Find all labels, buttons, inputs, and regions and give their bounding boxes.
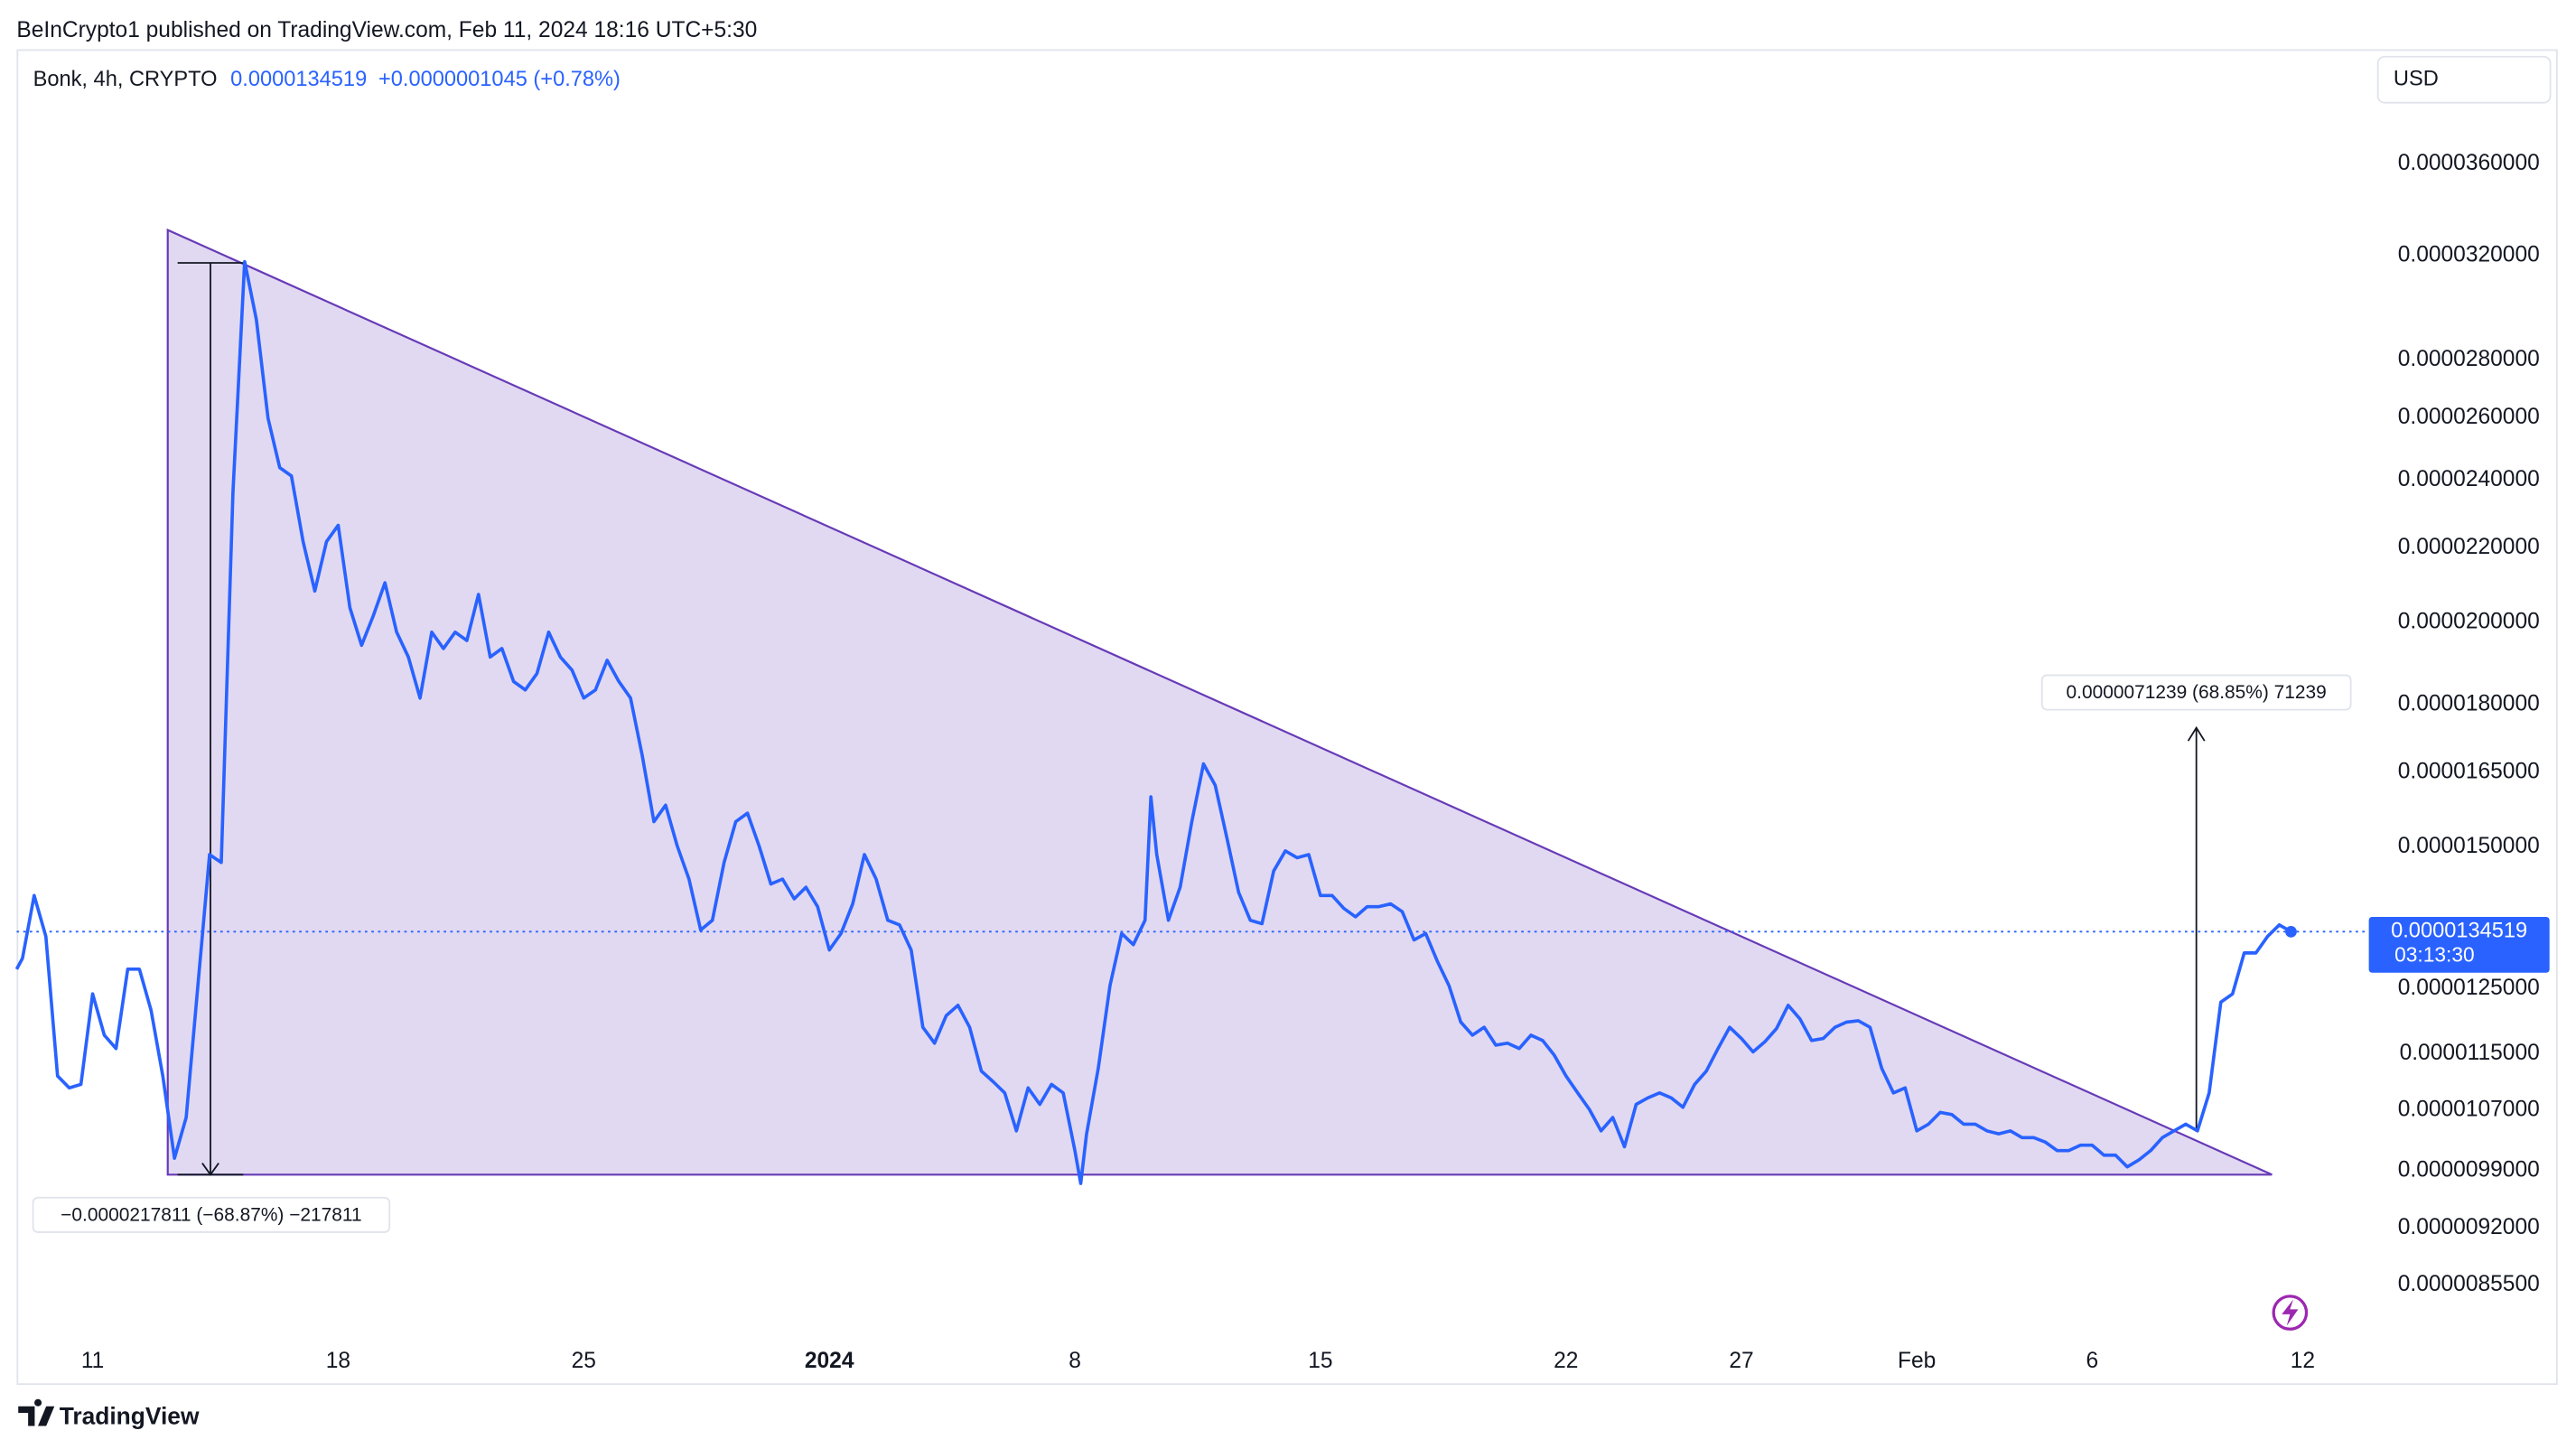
- y-tick-label: 0.0000200000: [2398, 609, 2540, 633]
- x-tick-label: Feb: [1898, 1349, 1936, 1373]
- published-by: BeInCrypto1 published on TradingView.com…: [16, 18, 757, 42]
- y-tick-label: 0.0000085500: [2398, 1272, 2540, 1296]
- x-tick-label: 27: [1729, 1349, 1753, 1373]
- y-tick-label: 0.0000115000: [2400, 1041, 2540, 1065]
- y-tick-label: 0.0000092000: [2398, 1215, 2540, 1239]
- x-tick-label: 2024: [805, 1349, 854, 1373]
- countdown-label: 03:13:30: [2394, 943, 2474, 967]
- brand-logo: [18, 1398, 55, 1426]
- y-tick-label: 0.0000320000: [2398, 243, 2540, 267]
- annotation-box: [2040, 674, 2352, 711]
- annotations: −0.0000217811 (−68.87%) −217811 0.000007…: [32, 674, 2352, 1233]
- icon-circle: [2272, 1295, 2309, 1331]
- y-tick-label: 0.0000099000: [2398, 1158, 2540, 1183]
- y-tick-label: 0.0000125000: [2398, 976, 2540, 1000]
- price-line: [14, 259, 2292, 1185]
- annotation-box: [32, 1196, 391, 1233]
- currency: USD: [2394, 67, 2439, 90]
- x-tick-label: 18: [326, 1349, 350, 1373]
- footer: TradingView: [18, 1398, 200, 1429]
- x-tick-label: 22: [1554, 1349, 1578, 1373]
- currency-button[interactable]: [2376, 55, 2552, 104]
- y-tick-label: 0.0000360000: [2398, 151, 2540, 175]
- last-price: 0.0000134519: [230, 68, 367, 91]
- y-tick-label: 0.0000180000: [2398, 691, 2540, 715]
- y-tick-label: 0.0000260000: [2398, 405, 2540, 429]
- symbol: Bonk, 4h, CRYPTO: [33, 68, 218, 91]
- chart-frame: [16, 49, 2558, 1386]
- brand: TradingView: [60, 1402, 200, 1429]
- y-tick-label: 0.0000240000: [2398, 467, 2540, 491]
- x-tick-label: 25: [572, 1349, 596, 1373]
- x-tick-label: 11: [81, 1349, 104, 1373]
- plot-area: [14, 228, 2292, 1185]
- y-tick-label: 0.0000165000: [2398, 759, 2540, 783]
- x-tick-label: 12: [2291, 1349, 2315, 1373]
- x-tick-label: 6: [2086, 1349, 2099, 1373]
- last-price-dot: [2285, 925, 2297, 938]
- x-tick-label: 15: [1308, 1349, 1332, 1373]
- x-tick-label: 8: [1069, 1349, 1081, 1373]
- annotation-text: −0.0000217811 (−68.87%) −217811: [61, 1204, 361, 1225]
- last-price-badge: [2368, 916, 2550, 973]
- y-tick-label: 0.0000220000: [2398, 535, 2540, 559]
- annotation-text: 0.0000071239 (68.85%) 71239: [2067, 682, 2327, 703]
- measure-arrow: [201, 1163, 219, 1176]
- symbol-header: Bonk, 4h, CRYPTO 0.0000134519 +0.000000104…: [33, 68, 621, 91]
- lightning-icon: [2272, 1295, 2309, 1331]
- y-tick-label: 0.0000280000: [2398, 347, 2540, 371]
- price-change: +0.0000001045 (+0.78%): [378, 68, 621, 91]
- icon-bolt: [2282, 1299, 2299, 1326]
- y-tick-label: 0.0000150000: [2398, 834, 2540, 858]
- measure-arrow: [2187, 725, 2206, 742]
- last-price-label: 0.0000134519: [2391, 920, 2527, 943]
- y-tick-label: 0.0000107000: [2398, 1097, 2540, 1121]
- triangle-pattern: [166, 228, 2273, 1176]
